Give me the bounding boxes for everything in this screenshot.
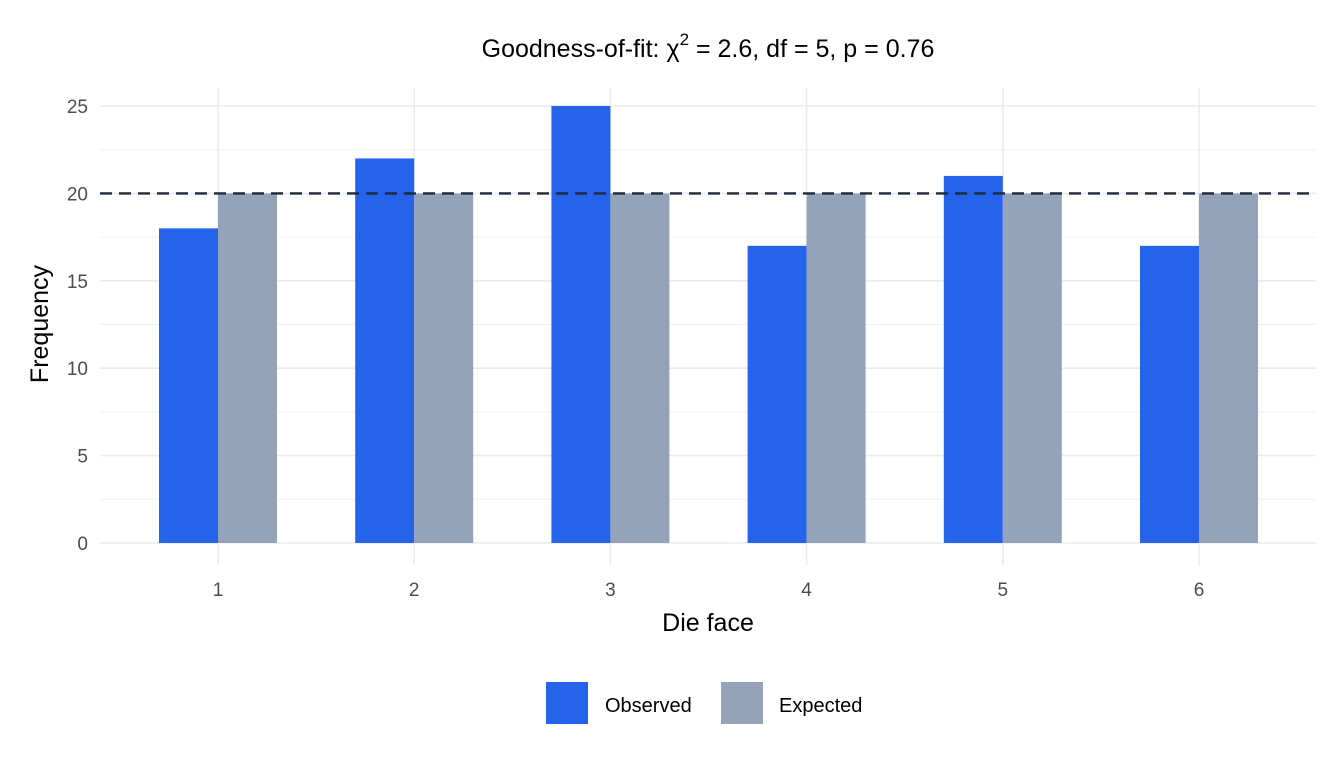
x-tick-label: 2 <box>409 580 420 601</box>
x-tick-label: 6 <box>1194 580 1205 601</box>
legend-swatch-observed <box>546 682 588 724</box>
y-tick-label: 15 <box>67 272 88 293</box>
x-tick-labels: 1 2 3 4 5 6 <box>213 580 1205 601</box>
grid-lines <box>100 88 1316 565</box>
bar-observed-5 <box>943 175 1003 544</box>
y-tick-label: 5 <box>77 447 88 468</box>
bar-expected-1 <box>218 193 277 543</box>
bar-observed-2 <box>355 158 415 543</box>
chart-title: Goodness-of-fit: χ2 = 2.6, df = 5, p = 0… <box>482 30 935 63</box>
x-tick-label: 5 <box>998 580 1009 601</box>
y-axis-title: Frequency <box>26 264 54 383</box>
legend-label-observed: Observed <box>605 695 692 717</box>
legend-swatch-expected <box>721 682 763 724</box>
x-axis-title: Die face <box>662 609 754 637</box>
bar-expected-3 <box>610 193 670 543</box>
x-tick-label: 3 <box>605 580 616 601</box>
bar-expected-2 <box>414 193 474 543</box>
legend: Observed Expected <box>546 682 862 724</box>
bar-expected-5 <box>1002 193 1062 543</box>
y-tick-label: 25 <box>67 97 88 118</box>
x-tick-label: 4 <box>801 580 812 601</box>
y-tick-label: 10 <box>67 359 88 380</box>
bar-expected-4 <box>806 193 866 543</box>
bar-expected-6 <box>1199 193 1258 543</box>
bars <box>159 106 1258 544</box>
bar-observed-4 <box>747 245 807 543</box>
legend-label-expected: Expected <box>779 695 862 717</box>
bar-observed-6 <box>1140 245 1199 543</box>
x-tick-label: 1 <box>213 580 224 601</box>
y-tick-label: 20 <box>67 184 88 205</box>
bar-observed-1 <box>159 228 218 544</box>
y-tick-labels: 0 5 10 15 20 25 <box>67 97 88 555</box>
y-tick-label: 0 <box>77 534 88 555</box>
bar-observed-3 <box>551 106 611 543</box>
